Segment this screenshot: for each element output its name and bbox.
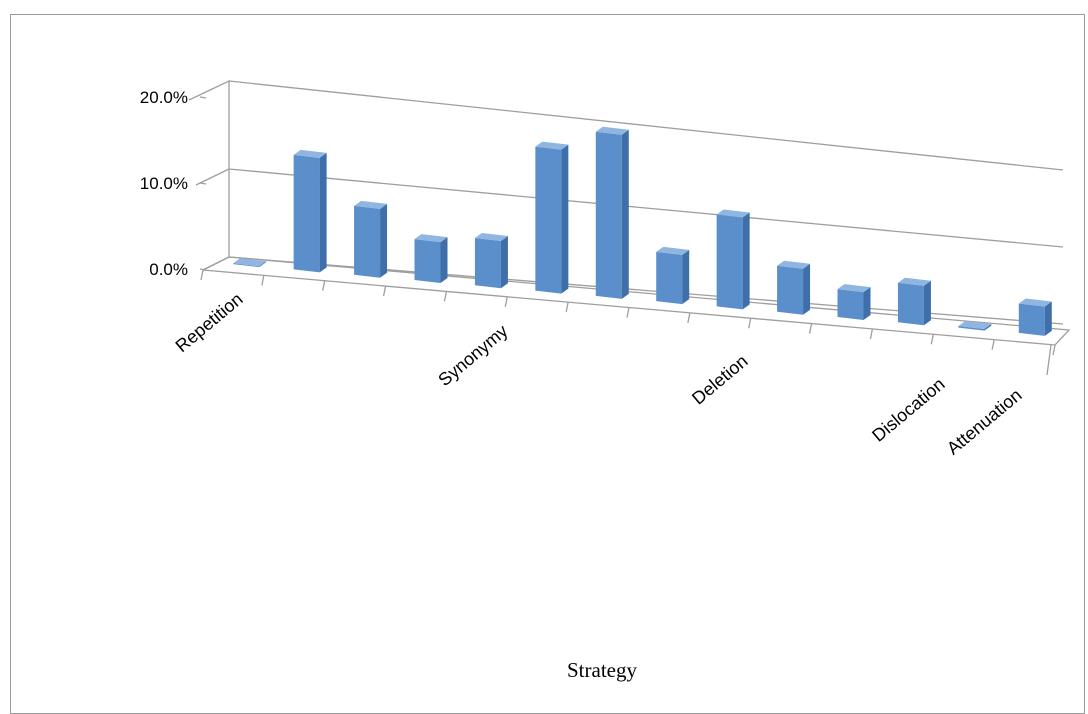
x-tick-13 <box>991 339 995 350</box>
category-label-12: Dislocation <box>868 374 948 446</box>
gridline-2 <box>228 80 1064 171</box>
bar-front-11 <box>897 282 924 326</box>
bar-top-2 <box>354 200 388 209</box>
bar-12 <box>958 321 992 331</box>
bar-13 <box>1018 298 1052 336</box>
x-tick-5 <box>504 296 508 307</box>
bar-8 <box>716 209 750 310</box>
bar-top-7 <box>656 246 690 255</box>
bar-top-4 <box>474 232 508 241</box>
bar-front-10 <box>837 289 864 320</box>
bar-front-2 <box>354 205 381 278</box>
bar-front-4 <box>474 237 501 289</box>
bar-top-0 <box>233 258 267 267</box>
bar-front-1 <box>293 154 320 273</box>
x-tick-0 <box>200 269 204 281</box>
bar-0 <box>233 258 267 268</box>
x-tick-9 <box>748 318 752 329</box>
category-label-0: Repetition <box>172 289 247 356</box>
y-tick-label-0: 0.0% <box>149 260 188 279</box>
chart-axes <box>188 79 1071 376</box>
bar-side-6 <box>621 129 629 299</box>
y-tick-mark-1 <box>199 182 207 185</box>
y-tick-label-1: 10.0% <box>140 174 188 193</box>
bar-side-4 <box>500 235 508 289</box>
bar-6 <box>595 126 629 299</box>
side-wall <box>188 79 230 271</box>
x-tick-7 <box>626 307 630 318</box>
right-edge <box>1046 344 1052 376</box>
bar-front-13 <box>1018 303 1045 336</box>
bar-side-8 <box>742 212 750 310</box>
bar-side-10 <box>863 287 871 320</box>
bar-top-12 <box>958 321 992 330</box>
x-tick-1 <box>261 275 265 286</box>
bar-front-12 <box>958 326 985 331</box>
bar-front-5 <box>535 146 562 294</box>
chart-frame <box>10 14 1085 714</box>
y-tick-mark-2 <box>199 96 207 99</box>
bar-top-6 <box>595 126 629 135</box>
x-tick-6 <box>565 302 569 313</box>
bar-side-1 <box>319 152 327 273</box>
bar-top-3 <box>414 234 448 243</box>
x-axis-title: Strategy <box>567 658 637 682</box>
bar-side-2 <box>380 203 388 278</box>
bar-front-3 <box>414 239 441 283</box>
bar-side-3 <box>440 237 448 283</box>
bar-front-6 <box>595 131 622 299</box>
bar-top-8 <box>716 209 750 218</box>
bar-10 <box>837 284 871 320</box>
x-tick-4 <box>443 291 448 302</box>
bar-front-9 <box>777 265 804 315</box>
x-tick-14 <box>1052 344 1056 356</box>
bar-side-7 <box>682 249 690 305</box>
y-tick-mark-0 <box>199 268 207 271</box>
x-tick-12 <box>930 334 934 345</box>
bar-side-13 <box>1044 301 1052 336</box>
category-label-9: Deletion <box>688 351 751 409</box>
bar-side-9 <box>803 263 811 315</box>
bar-top-13 <box>1018 298 1052 307</box>
bar-side-11 <box>923 280 931 326</box>
bar-4 <box>474 232 508 289</box>
bar-7 <box>656 246 690 305</box>
x-tick-11 <box>869 328 874 340</box>
bar-top-10 <box>837 284 871 293</box>
bar-side-5 <box>561 144 569 294</box>
x-tick-3 <box>382 285 387 297</box>
bar-top-9 <box>777 260 811 269</box>
bar-side-0 <box>259 261 267 268</box>
bar-1 <box>293 149 327 273</box>
category-label-13: Attenuation <box>943 385 1026 459</box>
y-tick-label-2: 20.0% <box>140 88 188 107</box>
x-tick-8 <box>687 312 691 323</box>
side-grid-1 <box>195 168 230 186</box>
bar-top-5 <box>535 141 569 150</box>
floor <box>202 256 1071 346</box>
chart-labels: 0.0% 10.0% 20.0% Repetition Synonymy Deletion… <box>140 88 1026 459</box>
bar-top-11 <box>897 277 931 286</box>
bar-front-8 <box>716 214 743 310</box>
x-tick-2 <box>322 280 326 291</box>
bar-5 <box>535 141 569 294</box>
x-tick-10 <box>808 323 813 334</box>
bar-top-1 <box>293 149 327 158</box>
bar-front-0 <box>233 263 260 268</box>
bar-side-12 <box>984 324 992 331</box>
bar-2 <box>354 200 388 278</box>
bar-9 <box>777 260 811 315</box>
gridline-1 <box>228 168 1064 248</box>
chart-bars <box>233 126 1052 336</box>
bar-front-7 <box>656 251 683 305</box>
chart-gridlines <box>228 80 1064 325</box>
bar-3 <box>414 234 448 283</box>
side-grid-0 <box>202 256 230 271</box>
category-label-5: Synonymy <box>434 321 511 390</box>
bar-11 <box>897 277 931 326</box>
